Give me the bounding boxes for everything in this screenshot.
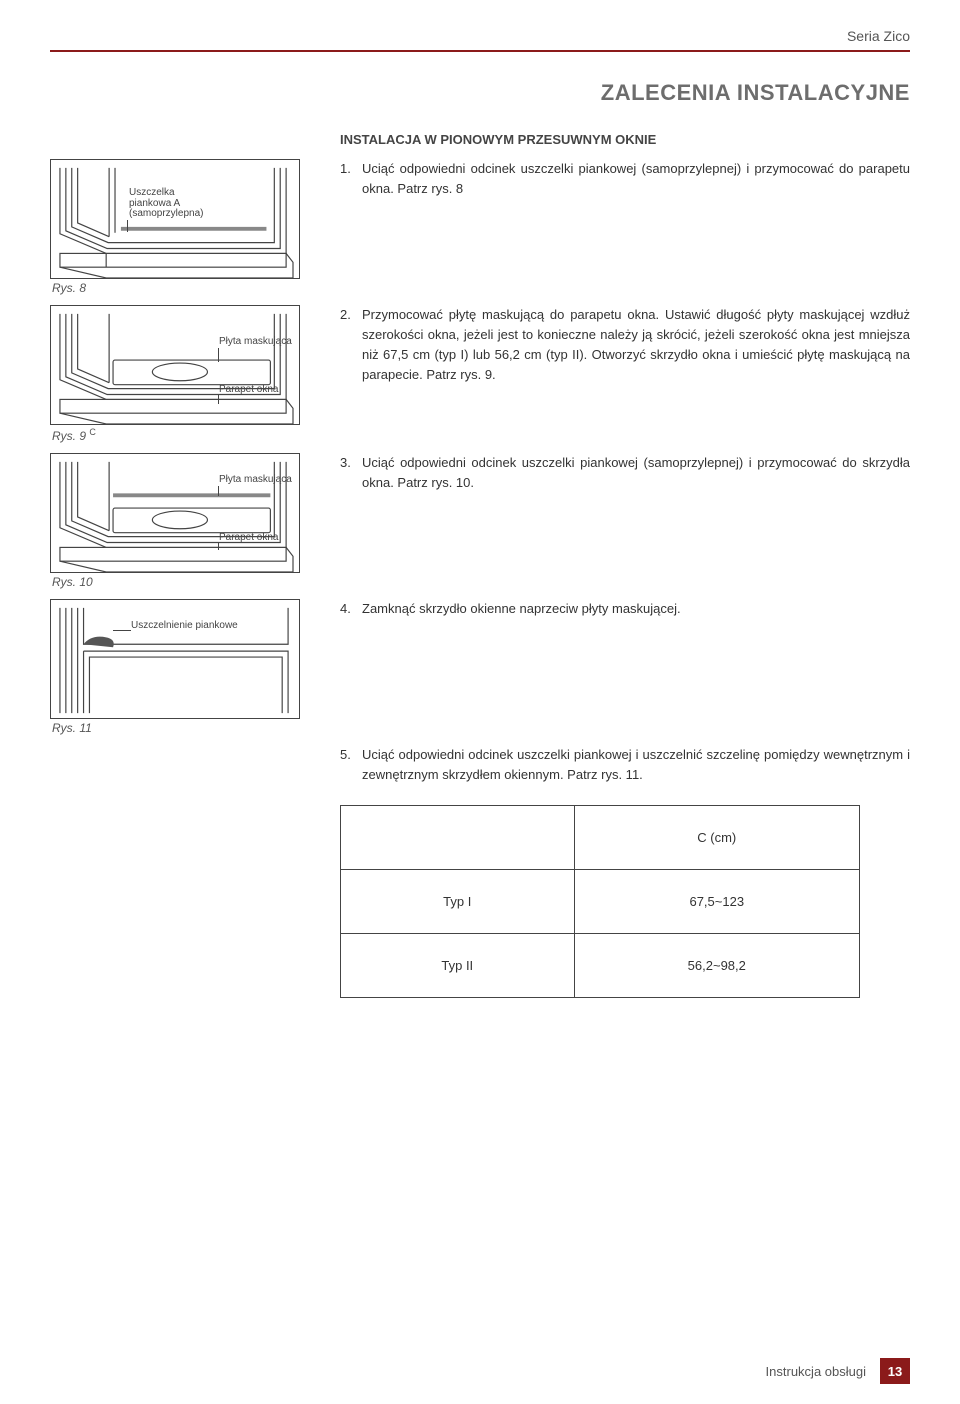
series-label: Seria Zico (50, 28, 910, 44)
step-2-num: 2. (340, 305, 362, 386)
figure-10-annot2: Parapet okna (219, 532, 279, 543)
table-row: C (cm) (341, 806, 860, 870)
figure-10-caption: Rys. 10 (52, 575, 340, 589)
figure-9-annot2: Parapet okna (219, 384, 279, 395)
table-cell: Typ II (341, 934, 575, 998)
table-row: Typ I 67,5~123 (341, 870, 860, 934)
page-title: ZALECENIA INSTALACYJNE (50, 80, 910, 106)
page-number: 13 (880, 1358, 910, 1384)
step-4-num: 4. (340, 599, 362, 619)
figure-11-svg (51, 600, 299, 718)
figure-9-annot1: Płyta maskująca (219, 336, 292, 347)
table-cell: Typ I (341, 870, 575, 934)
step-4: 4. Zamknąć skrzydło okienne naprzeciw pł… (340, 599, 910, 619)
step-3: 3. Uciąć odpowiedni odcinek uszczelki pi… (340, 453, 910, 493)
step-3-text: Uciąć odpowiedni odcinek uszczelki piank… (362, 453, 910, 493)
header-rule (50, 50, 910, 52)
table-cell: 56,2~98,2 (574, 934, 859, 998)
step-2: 2. Przymocować płytę maskującą do parape… (340, 305, 910, 386)
dimensions-table: C (cm) Typ I 67,5~123 Typ II 56,2~98,2 (340, 805, 860, 998)
step-4-text: Zamknąć skrzydło okienne naprzeciw płyty… (362, 599, 681, 619)
figure-10-svg (51, 454, 299, 572)
step-5-text: Uciąć odpowiedni odcinek uszczelki piank… (362, 745, 910, 785)
figure-10-annot1: Płyta maskująca (219, 474, 292, 485)
footer-label: Instrukcja obsługi (766, 1364, 866, 1379)
table-row: Typ II 56,2~98,2 (341, 934, 860, 998)
section-subtitle: INSTALACJA W PIONOWYM PRZESUWNYM OKNIE (340, 132, 910, 147)
step-1-text: Uciąć odpowiedni odcinek uszczelki piank… (362, 159, 910, 199)
step-1: 1. Uciąć odpowiedni odcinek uszczelki pi… (340, 159, 910, 199)
figure-11-frame: Uszczelnienie piankowe (50, 599, 300, 719)
table-header-c: C (cm) (574, 806, 859, 870)
step-2-text: Przymocować płytę maskującą do parapetu … (362, 305, 910, 386)
page-footer: Instrukcja obsługi 13 (766, 1358, 910, 1384)
figure-10-frame: Płyta maskująca Parapet okna (50, 453, 300, 573)
figure-9-caption: Rys. 9 C (52, 427, 340, 443)
step-3-num: 3. (340, 453, 362, 493)
figure-9-frame: Płyta maskująca Parapet okna (50, 305, 300, 425)
step-1-num: 1. (340, 159, 362, 199)
figure-8-frame: Uszczelka piankowa A (samoprzylepna) (50, 159, 300, 279)
figure-9-svg (51, 306, 299, 424)
step-5: 5. Uciąć odpowiedni odcinek uszczelki pi… (340, 745, 910, 785)
dimensions-table-wrap: C (cm) Typ I 67,5~123 Typ II 56,2~98,2 (340, 805, 910, 998)
figure-11-caption: Rys. 11 (52, 721, 340, 735)
table-cell: 67,5~123 (574, 870, 859, 934)
figure-8-annot: Uszczelka piankowa A (samoprzylepna) (129, 188, 203, 220)
figure-8-caption: Rys. 8 (52, 281, 340, 295)
step-5-num: 5. (340, 745, 362, 785)
figure-11-annot: Uszczelnienie piankowe (131, 620, 238, 631)
